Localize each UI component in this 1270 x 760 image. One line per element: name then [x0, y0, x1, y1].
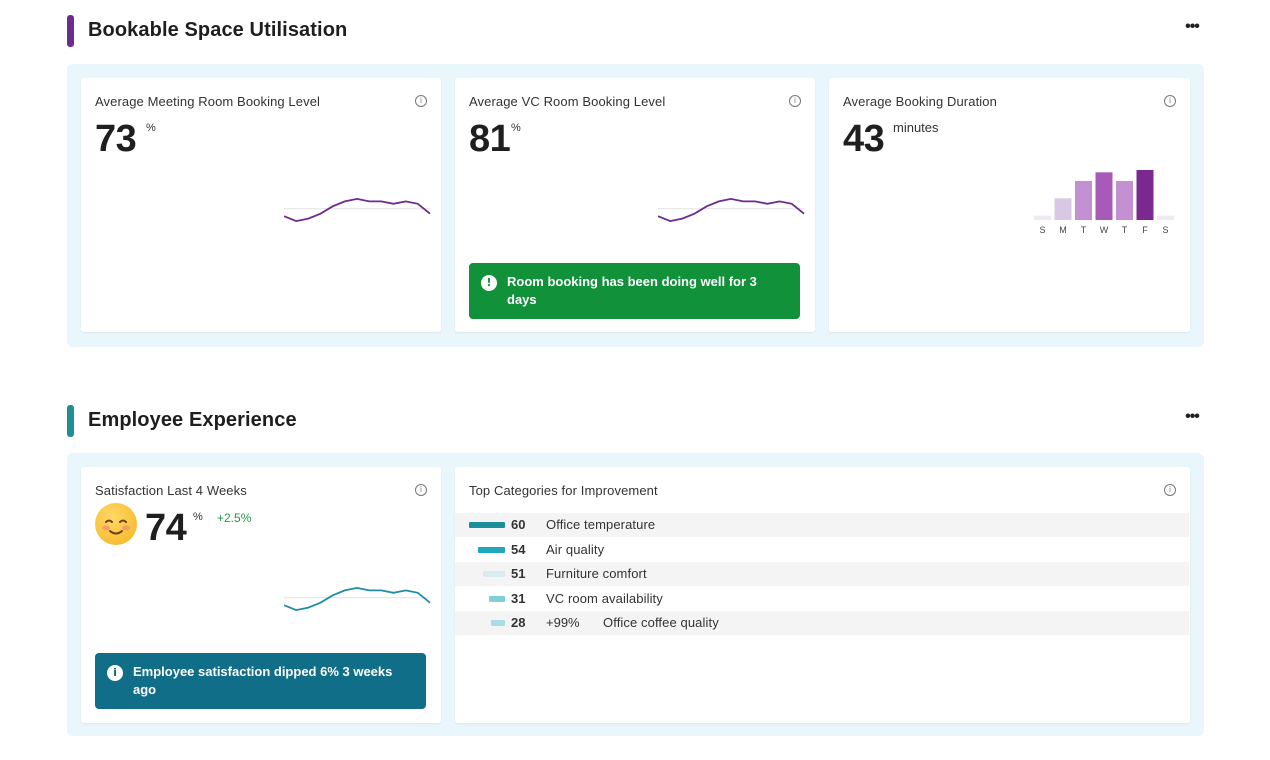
category-label: Air quality [546, 541, 605, 557]
satisfaction-value: 74 [145, 507, 187, 549]
day-tick-label: M [1059, 225, 1067, 235]
satisfaction-delta: +2.5% [217, 511, 252, 525]
category-label: Office coffee quality [603, 615, 719, 631]
booking-level-value: 73 [95, 118, 137, 160]
vc-room-booking-card: Average VC Room Booking Level i 81 % ! R… [455, 78, 815, 332]
employee-experience-panel: Satisfaction Last 4 Weeks i 74 % +2.5% i… [67, 453, 1204, 736]
duration-bar [1054, 198, 1072, 220]
day-tick-label: T [1081, 225, 1087, 235]
section-header-space-utilisation: Bookable Space Utilisation ••• [67, 15, 1204, 47]
category-score-bar [483, 571, 505, 578]
improvement-list-item[interactable]: 60 Office temperature [455, 513, 1189, 537]
improvement-list-item[interactable]: 54 Air quality [455, 538, 1189, 562]
day-tick-label: W [1100, 225, 1109, 235]
info-icon[interactable]: i [415, 95, 427, 107]
positive-alert-banner: ! Room booking has been doing well for 3… [469, 263, 800, 319]
improvement-list-item[interactable]: 51 Furniture comfort [455, 562, 1189, 587]
value-unit: minutes [893, 120, 939, 135]
card-title: Average Meeting Room Booking Level [95, 94, 321, 109]
space-utilisation-panel: Average Meeting Room Booking Level i 73 … [67, 64, 1204, 347]
vc-room-sparkline [658, 197, 805, 223]
section-title: Employee Experience [88, 409, 297, 431]
category-label: Furniture comfort [546, 566, 647, 582]
duration-bar [1095, 172, 1113, 220]
day-tick-label: S [1162, 225, 1168, 235]
smiling-face-icon [95, 503, 137, 545]
card-title: Average VC Room Booking Level [469, 94, 666, 109]
more-options-icon[interactable]: ••• [1185, 18, 1200, 35]
meeting-room-trend-line [284, 197, 431, 223]
day-tick-label: F [1142, 225, 1148, 235]
info-icon[interactable]: i [415, 484, 427, 496]
meeting-room-booking-card: Average Meeting Room Booking Level i 73 … [81, 78, 441, 332]
category-score: 54 [511, 541, 526, 557]
alert-exclamation-icon: ! [481, 275, 497, 291]
category-score: 51 [511, 566, 526, 582]
meeting-room-sparkline [284, 197, 431, 223]
card-title: Satisfaction Last 4 Weeks [95, 483, 247, 498]
alert-text: Room booking has been doing well for 3 d… [507, 274, 757, 307]
category-score-bar [478, 546, 505, 553]
value-unit: % [193, 511, 203, 523]
more-options-icon[interactable]: ••• [1185, 408, 1200, 425]
satisfaction-trend-line [284, 586, 431, 612]
satisfaction-card: Satisfaction Last 4 Weeks i 74 % +2.5% i… [81, 467, 441, 723]
section-title: Bookable Space Utilisation [88, 19, 348, 41]
duration-bar [1136, 170, 1154, 220]
card-title: Top Categories for Improvement [469, 483, 658, 498]
alert-info-icon: i [107, 665, 123, 681]
duration-bar [1157, 215, 1174, 220]
category-score-bar [489, 595, 505, 602]
improvement-list-item[interactable]: 31 VC room availability [455, 587, 1189, 611]
improvement-categories-card: Top Categories for Improvement i 60 Offic… [455, 467, 1190, 723]
value-unit: % [146, 122, 156, 134]
improvement-list-item[interactable]: 28 +99% Office coffee quality [455, 611, 1189, 636]
booking-duration-card: Average Booking Duration i 43 minutes S M… [829, 78, 1190, 332]
value-unit: % [511, 122, 521, 134]
info-icon[interactable]: i [1164, 484, 1176, 496]
category-score-bar [491, 620, 505, 627]
vc-room-trend-line [658, 197, 805, 223]
info-icon[interactable]: i [789, 95, 801, 107]
card-title: Average Booking Duration [843, 94, 997, 109]
day-tick-label: S [1039, 225, 1045, 235]
satisfaction-sparkline [284, 586, 431, 612]
category-score-bar [469, 522, 505, 528]
booking-level-value: 81 [469, 118, 511, 160]
day-tick-label: T [1122, 225, 1128, 235]
category-label: Office temperature [546, 517, 656, 532]
section-header-employee-experience: Employee Experience ••• [67, 405, 1204, 437]
alert-text: Employee satisfaction dipped 6% 3 weeks … [133, 664, 393, 697]
category-change: +99% [546, 615, 580, 631]
category-score: 60 [511, 517, 526, 532]
duration-bar [1075, 181, 1092, 220]
category-score: 31 [511, 590, 526, 606]
info-icon[interactable]: i [1164, 95, 1176, 107]
info-alert-banner: i Employee satisfaction dipped 6% 3 week… [95, 653, 426, 709]
category-score: 28 [511, 615, 526, 631]
duration-bar [1034, 215, 1051, 220]
duration-value: 43 [843, 118, 885, 160]
category-label: VC room availability [546, 590, 663, 606]
section-accent-bar [67, 15, 74, 47]
section-accent-bar [67, 405, 74, 437]
duration-bar [1116, 181, 1133, 220]
